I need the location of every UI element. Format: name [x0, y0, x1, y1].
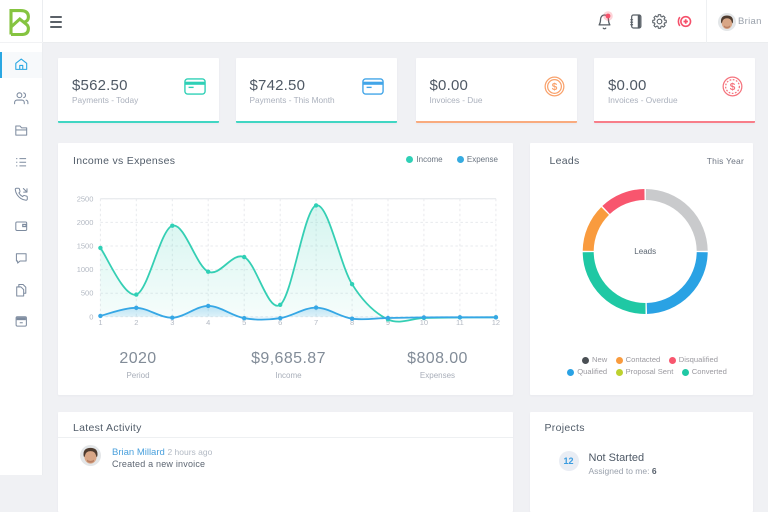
svg-text:$: $	[551, 82, 557, 93]
svg-text:500: 500	[81, 289, 94, 298]
svg-text:6: 6	[278, 318, 282, 327]
svg-text:4: 4	[206, 318, 210, 327]
svg-text:2000: 2000	[77, 218, 94, 227]
svg-text:5: 5	[242, 318, 246, 327]
svg-text:1500: 1500	[77, 242, 94, 251]
svg-text:3: 3	[170, 318, 174, 327]
svg-text:8: 8	[350, 318, 354, 327]
svg-text:1: 1	[98, 318, 102, 327]
svg-text:Leads: Leads	[634, 247, 656, 256]
svg-text:12: 12	[492, 318, 500, 327]
svg-text:9: 9	[386, 318, 390, 327]
svg-text:0: 0	[89, 312, 93, 321]
svg-text:2: 2	[134, 318, 138, 327]
svg-text:1000: 1000	[77, 265, 94, 274]
svg-text:2500: 2500	[77, 194, 94, 203]
svg-text:11: 11	[456, 318, 464, 327]
svg-text:$: $	[730, 82, 736, 93]
svg-text:7: 7	[314, 318, 318, 327]
svg-text:10: 10	[420, 318, 428, 327]
